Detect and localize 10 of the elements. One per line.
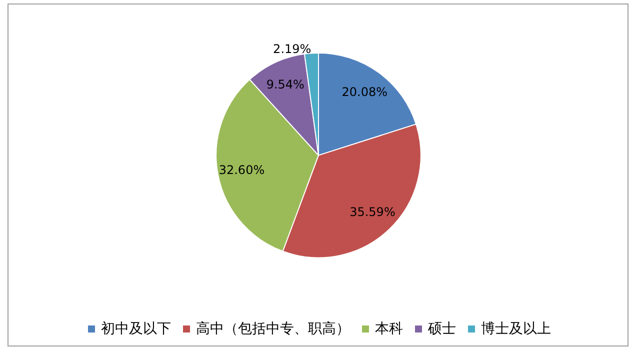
- data-label: 20.08%: [342, 85, 388, 100]
- data-label: 32.60%: [218, 163, 265, 178]
- data-label: 9.54%: [266, 77, 304, 92]
- data-label: 35.59%: [350, 204, 396, 219]
- legend-label: 本科: [375, 321, 403, 337]
- legend-label: 初中及以下: [101, 321, 171, 337]
- legend-label: 高中（包括中专、职高）: [196, 321, 350, 337]
- legend-label: 博士及以上: [481, 321, 551, 337]
- legend-label: 硕士: [427, 321, 456, 337]
- data-label: 2.19%: [273, 42, 312, 56]
